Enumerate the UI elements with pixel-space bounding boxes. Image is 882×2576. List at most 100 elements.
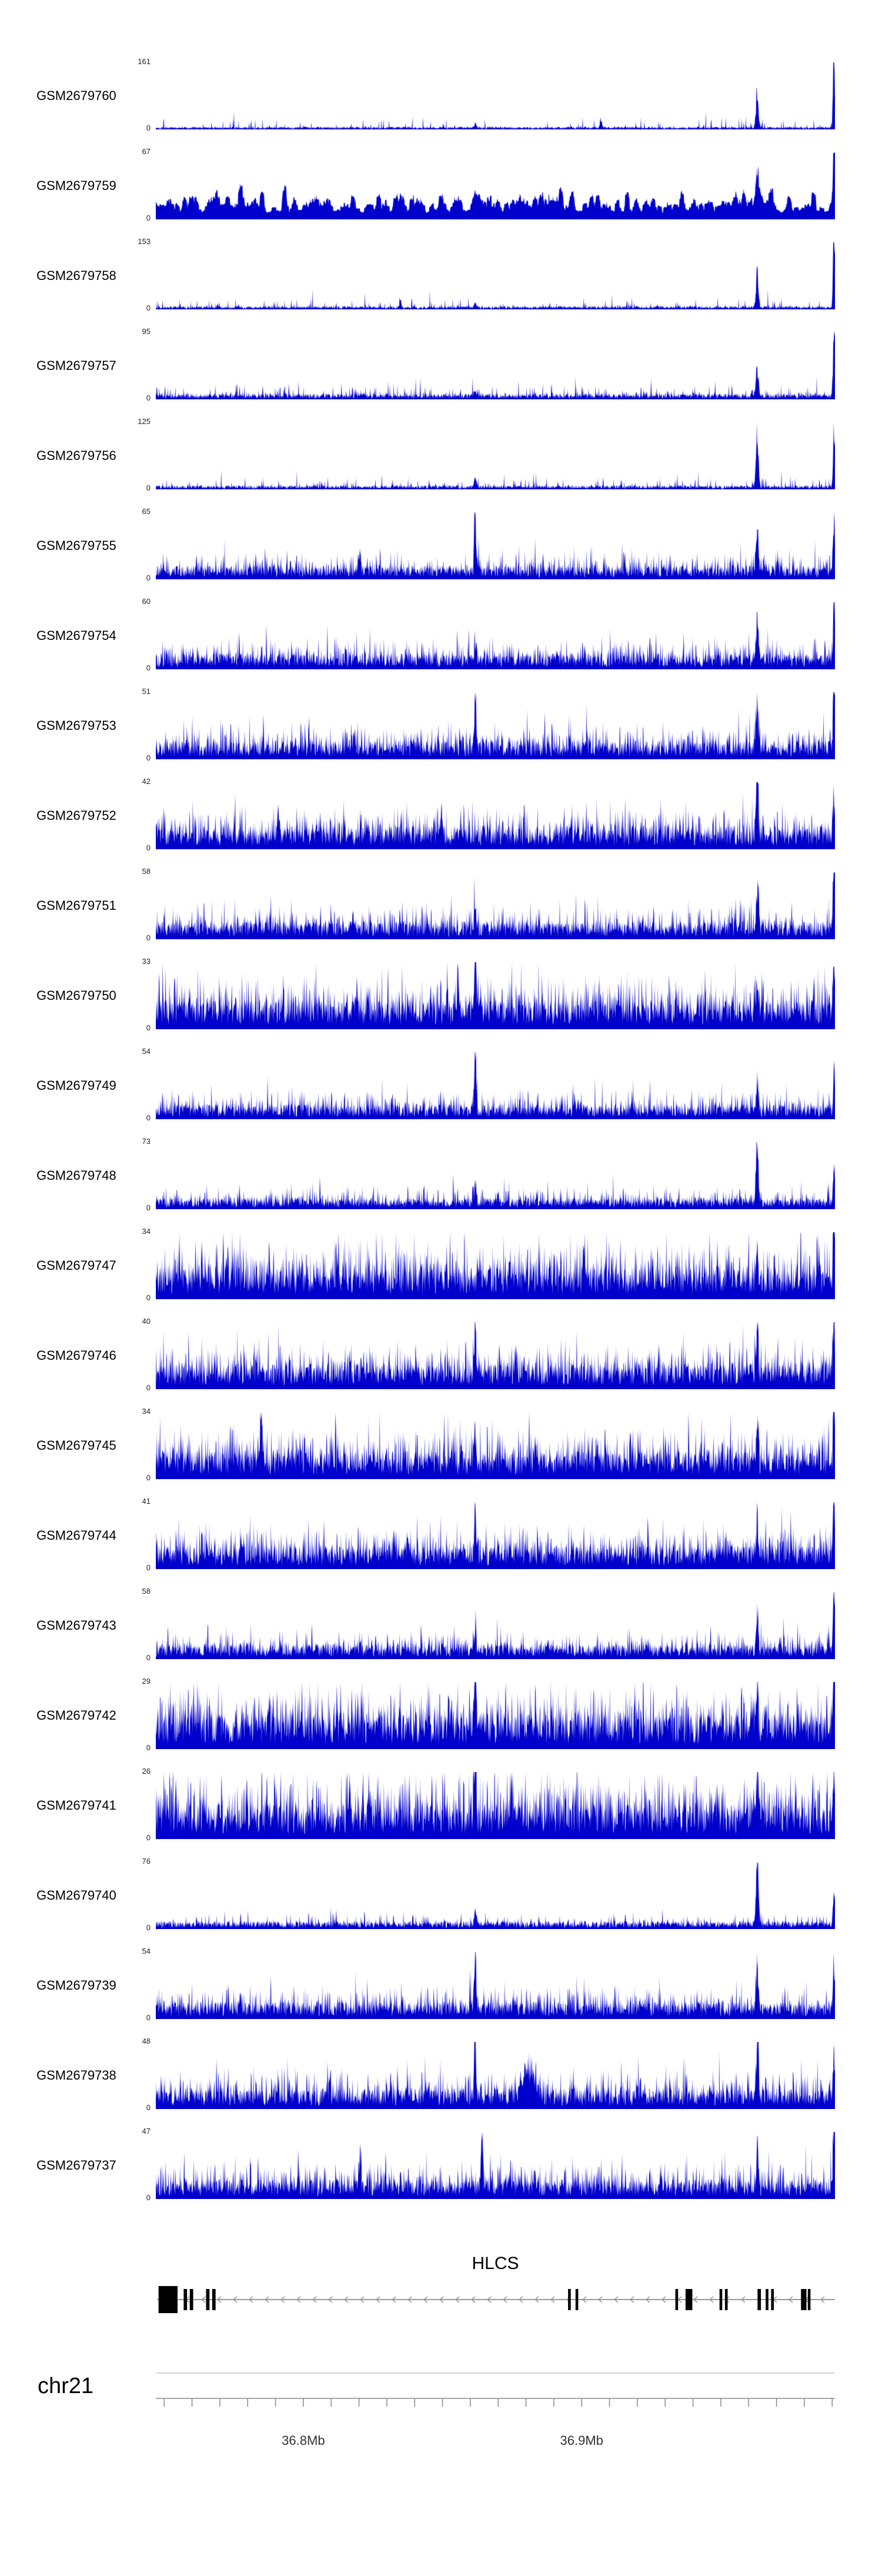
track-signal-plot [156, 1772, 835, 1839]
track-label: GSM2679740 [36, 1888, 116, 1903]
strand-arrow-icon [709, 2296, 714, 2303]
track-ymin-label: 0 [146, 1023, 151, 1032]
track-ymax-label: 54 [142, 1947, 151, 1956]
track-label: GSM2679737 [36, 2158, 116, 2173]
strand-arrow-icon [232, 2296, 238, 2303]
track-signal-plot [156, 1592, 835, 1659]
gene-exon [807, 2289, 811, 2310]
track-label: GSM2679750 [36, 988, 116, 1003]
track-signal-plot [156, 602, 835, 669]
track-ymin-label: 0 [146, 1743, 151, 1752]
track-ymin-label: 0 [146, 753, 151, 762]
strand-arrow-icon [820, 2296, 825, 2303]
track-label: GSM2679745 [36, 1438, 116, 1453]
track-ymax-label: 41 [142, 1497, 151, 1506]
track-label: GSM2679753 [36, 718, 116, 733]
track-ymax-label: 67 [142, 147, 151, 156]
track-ymin-label: 0 [146, 1293, 151, 1302]
gene-exon [685, 2289, 693, 2310]
track-ymax-label: 26 [142, 1767, 151, 1776]
gene-exon [158, 2286, 178, 2313]
track-signal-plot [156, 782, 835, 849]
track-label: GSM2679743 [36, 1618, 116, 1633]
strand-arrow-icon [613, 2296, 619, 2303]
track-ymax-label: 58 [142, 1587, 151, 1596]
track-label: GSM2679746 [36, 1348, 116, 1363]
track-label: GSM2679744 [36, 1528, 116, 1543]
strand-arrow-icon [470, 2296, 476, 2303]
track-signal-plot [156, 1322, 835, 1389]
track-label: GSM2679755 [36, 538, 116, 553]
track-ymax-label: 29 [142, 1677, 151, 1686]
strand-arrow-icon [248, 2296, 253, 2303]
track-ymax-label: 34 [142, 1407, 151, 1416]
track-signal-plot [156, 422, 835, 489]
track-ymin-label: 0 [146, 2013, 151, 2022]
track-ymax-label: 48 [142, 2037, 151, 2046]
track-signal-plot [156, 1232, 835, 1299]
gene-exon [766, 2289, 769, 2310]
gene-exon [771, 2289, 774, 2310]
track-label: GSM2679760 [36, 88, 116, 103]
track-ymin-label: 0 [146, 663, 151, 672]
track-signal-plot [156, 872, 835, 939]
ruler-coordinate-label: 36.9Mb [560, 2433, 603, 2448]
strand-arrow-icon [597, 2296, 603, 2303]
strand-arrow-icon [280, 2296, 285, 2303]
track-signal-plot [156, 1502, 835, 1569]
strand-arrow-icon [788, 2296, 793, 2303]
track-signal-plot [156, 2042, 835, 2109]
track-signal-plot [156, 1952, 835, 2019]
track-ymax-label: 47 [142, 2127, 151, 2135]
chromosome-label: chr21 [38, 2374, 94, 2398]
track-label: GSM2679739 [36, 1978, 116, 1993]
track-label: GSM2679747 [36, 1258, 116, 1273]
track-signal-plot [156, 1412, 835, 1479]
track-label: GSM2679742 [36, 1708, 116, 1723]
track-ymin-label: 0 [146, 1563, 151, 1572]
strand-arrow-icon [550, 2296, 555, 2303]
strand-arrow-icon [693, 2296, 698, 2303]
track-label: GSM2679748 [36, 1168, 116, 1183]
track-ymax-label: 95 [142, 327, 151, 336]
track-ymin-label: 0 [146, 1383, 151, 1392]
track-ymin-label: 0 [146, 1923, 151, 1932]
track-signal-plot [156, 242, 835, 309]
track-ymin-label: 0 [146, 1833, 151, 1842]
track-label: GSM2679749 [36, 1078, 116, 1093]
track-signal-plot [156, 1142, 835, 1209]
strand-arrow-icon [296, 2296, 301, 2303]
strand-arrow-icon [740, 2296, 746, 2303]
gene-name-label: HLCS [472, 2254, 519, 2273]
track-ymin-label: 0 [146, 1653, 151, 1662]
track-ymax-label: 161 [138, 57, 151, 66]
gene-exon [719, 2289, 723, 2310]
track-ymin-label: 0 [146, 393, 151, 402]
gene-exon [724, 2289, 728, 2310]
track-ymax-label: 51 [142, 687, 151, 696]
strand-arrow-icon [343, 2296, 349, 2303]
gene-exon [189, 2289, 193, 2310]
strand-arrow-icon [582, 2296, 587, 2303]
gene-exon [675, 2289, 679, 2310]
track-signal-plot [156, 332, 835, 399]
strand-arrow-icon [216, 2296, 222, 2303]
track-label: GSM2679758 [36, 268, 116, 283]
gene-exon [757, 2289, 761, 2310]
track-ymax-label: 125 [138, 417, 151, 426]
strand-arrow-icon [328, 2296, 333, 2303]
track-label: GSM2679759 [36, 178, 116, 193]
gene-model-and-ruler: 36.8Mb 36.9Mb [156, 2286, 835, 2448]
track-signal-plot [156, 2132, 835, 2199]
track-ymax-label: 73 [142, 1137, 151, 1146]
gene-exon [183, 2289, 188, 2310]
track-label: GSM2679757 [36, 358, 116, 373]
track-ymax-label: 42 [142, 777, 151, 786]
track-signal-plot [156, 1052, 835, 1119]
strand-arrow-icon [455, 2296, 460, 2303]
track-signal-plot [156, 512, 835, 579]
gene-exon [575, 2289, 579, 2310]
track-ymax-label: 60 [142, 597, 151, 606]
gene-exon [801, 2289, 807, 2310]
